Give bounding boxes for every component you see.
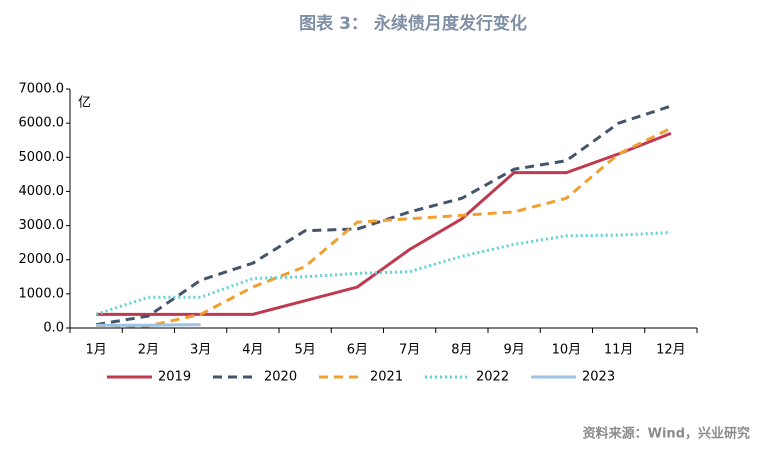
x-tick-label: 1月 (85, 343, 106, 358)
x-tick-label: 10月 (552, 343, 582, 358)
chart-title: 图表 3： 永续债月度发行变化 (299, 13, 527, 34)
x-tick-label: 2月 (138, 343, 159, 358)
x-tick-label: 6月 (347, 343, 368, 358)
legend-label: 2023 (582, 370, 615, 385)
legend-label: 2019 (158, 370, 191, 385)
x-tick-label: 3月 (190, 343, 211, 358)
series-line (95, 104, 672, 327)
x-tick-label: 8月 (451, 343, 472, 358)
y-tick-label: 3000.0 (19, 218, 65, 233)
x-tick-label: 11月 (604, 343, 634, 358)
y-tick-label: 0.0 (43, 321, 64, 336)
y-tick-label: 6000.0 (19, 116, 65, 131)
x-tick-label: 12月 (656, 343, 686, 358)
series-line (95, 230, 671, 316)
y-tick-label: 5000.0 (19, 150, 65, 165)
y-tick-label: 4000.0 (19, 184, 65, 199)
x-tick-label: 9月 (503, 343, 524, 358)
series-line (96, 131, 672, 316)
series-line (96, 126, 672, 328)
y-tick-label: 1000.0 (19, 286, 65, 301)
legend-label: 2021 (370, 370, 403, 385)
legend-label: 2020 (264, 370, 297, 385)
series-line (96, 323, 201, 327)
source: 资料来源：Wind，兴业研究 (583, 426, 750, 442)
x-tick-label: 7月 (399, 343, 420, 358)
legend-label: 2022 (476, 370, 509, 385)
x-tick-label: 4月 (242, 343, 263, 358)
y-axis-label: 亿 (78, 96, 91, 111)
y-tick-label: 7000.0 (19, 82, 65, 97)
x-tick-label: 5月 (294, 343, 315, 358)
y-tick-label: 2000.0 (19, 252, 65, 267)
